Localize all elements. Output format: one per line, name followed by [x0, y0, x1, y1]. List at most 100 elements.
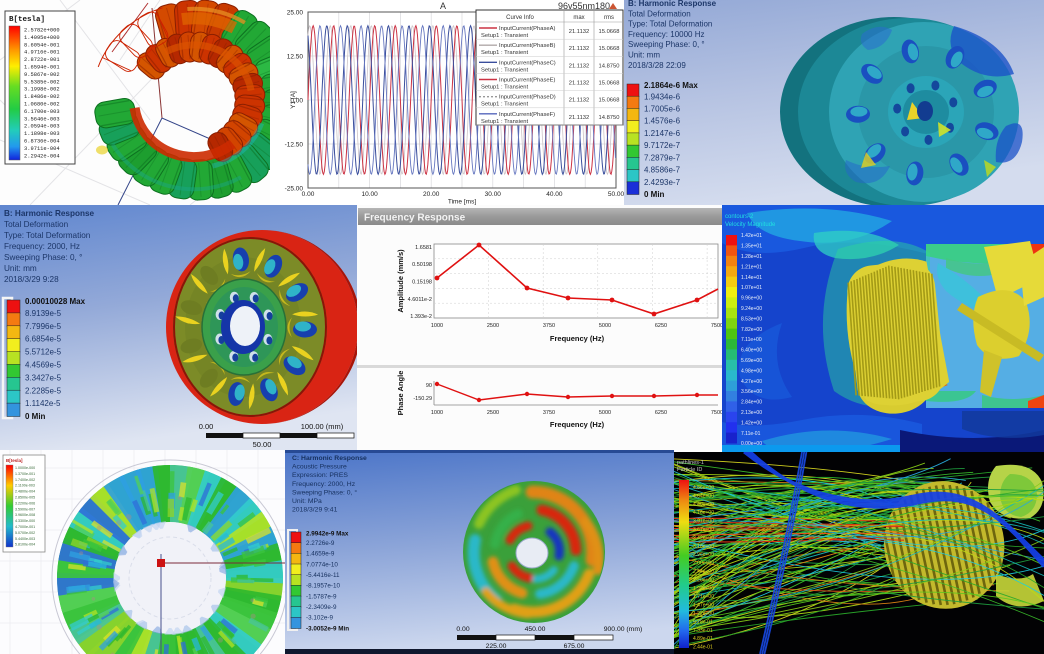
svg-text:1.1142e-5: 1.1142e-5 [25, 399, 61, 408]
svg-text:3.9711e-004: 3.9711e-004 [24, 146, 60, 152]
svg-text:7500: 7500 [711, 410, 722, 416]
svg-text:1.22e+00: 1.22e+00 [693, 611, 714, 617]
svg-text:-12.50: -12.50 [285, 142, 304, 149]
svg-text:40.00: 40.00 [546, 191, 563, 198]
svg-text:4.40e+00: 4.40e+00 [693, 502, 714, 508]
svg-text:Setup1 : Transient: Setup1 : Transient [481, 102, 528, 108]
svg-text:pathlines-1: pathlines-1 [677, 460, 704, 466]
svg-text:B[tesla]: B[tesla] [6, 458, 23, 463]
svg-text:2.96e+00: 2.96e+00 [693, 552, 714, 558]
svg-text:2.5782e+000: 2.5782e+000 [24, 28, 60, 34]
svg-text:0 Min: 0 Min [644, 190, 665, 199]
svg-text:7.0774e-10: 7.0774e-10 [306, 561, 338, 568]
svg-text:2500: 2500 [487, 323, 499, 329]
svg-text:225.00: 225.00 [486, 643, 507, 650]
svg-text:7.82e+00: 7.82e+00 [741, 327, 762, 333]
svg-text:Particle ID: Particle ID [677, 467, 702, 473]
svg-text:10.00: 10.00 [361, 191, 378, 198]
svg-text:2.1864e-6 Max: 2.1864e-6 Max [644, 81, 698, 90]
svg-text:0.00: 0.00 [456, 626, 469, 633]
svg-text:9.78e-01: 9.78e-01 [693, 619, 713, 625]
svg-text:2.44e-01: 2.44e-01 [693, 645, 713, 651]
svg-text:Type: Total Deformation: Type: Total Deformation [628, 20, 712, 29]
svg-text:5.5385e-002: 5.5385e-002 [24, 79, 60, 85]
svg-text:Total Deformation: Total Deformation [628, 9, 691, 18]
svg-text:5000: 5000 [599, 323, 611, 329]
svg-text:InputCurrent(PhaseF): InputCurrent(PhaseF) [499, 112, 555, 118]
svg-text:3750: 3750 [543, 410, 555, 416]
svg-text:21.1132: 21.1132 [569, 98, 590, 104]
svg-text:B: Harmonic Response: B: Harmonic Response [628, 0, 717, 8]
svg-text:1.96e+00: 1.96e+00 [693, 586, 714, 592]
svg-text:1.42e+00: 1.42e+00 [741, 420, 762, 426]
svg-text:7.11e-01: 7.11e-01 [741, 431, 761, 437]
svg-text:Unit: mm: Unit: mm [4, 264, 37, 273]
svg-text:Sweeping Phase: 0, °: Sweeping Phase: 0, ° [292, 488, 357, 496]
svg-text:5.69e+00: 5.69e+00 [741, 358, 762, 364]
svg-text:7.11e+00: 7.11e+00 [741, 337, 762, 343]
svg-text:rms: rms [604, 15, 614, 21]
svg-text:0.50198: 0.50198 [412, 262, 432, 268]
svg-text:8.9139e-5: 8.9139e-5 [25, 309, 62, 318]
svg-text:1.4095e+000: 1.4095e+000 [24, 35, 60, 41]
svg-text:B: Harmonic Response: B: Harmonic Response [4, 209, 95, 218]
svg-text:6250: 6250 [655, 410, 667, 416]
svg-text:-5.4416e-11: -5.4416e-11 [306, 572, 340, 579]
svg-text:1.4576e-6: 1.4576e-6 [644, 117, 681, 126]
svg-text:A: A [440, 1, 446, 11]
svg-text:-150.29: -150.29 [413, 396, 432, 402]
svg-text:675.00: 675.00 [564, 643, 585, 650]
svg-text:3.16e+00: 3.16e+00 [693, 544, 714, 550]
svg-text:7500: 7500 [711, 323, 722, 329]
svg-text:1000: 1000 [431, 323, 443, 329]
svg-text:2.8500e-005: 2.8500e-005 [15, 496, 35, 500]
svg-text:Setup1 : Transient: Setup1 : Transient [481, 67, 528, 73]
svg-text:2018/3/29 9:41: 2018/3/29 9:41 [292, 507, 338, 514]
svg-text:1.3700e-001: 1.3700e-001 [15, 472, 35, 476]
svg-text:1.35e+01: 1.35e+01 [741, 244, 762, 250]
svg-text:2.13e+00: 2.13e+00 [741, 410, 762, 416]
svg-text:7.2879e-7: 7.2879e-7 [644, 153, 681, 162]
svg-text:Frequency Response: Frequency Response [364, 213, 466, 224]
svg-text:0.00010028 Max: 0.00010028 Max [25, 297, 86, 306]
svg-text:4.7000e-001: 4.7000e-001 [15, 525, 35, 529]
svg-text:Total Deformation: Total Deformation [4, 220, 69, 229]
svg-text:1.28e+01: 1.28e+01 [741, 254, 762, 260]
svg-text:2.8722e-001: 2.8722e-001 [24, 57, 60, 63]
svg-text:25.00: 25.00 [287, 10, 304, 17]
svg-text:Phase Angle: Phase Angle [396, 371, 405, 416]
svg-text:2018/3/28 22:09: 2018/3/28 22:09 [628, 61, 686, 70]
svg-text:1.0680e-002: 1.0680e-002 [24, 102, 60, 108]
svg-text:5.8100e-004: 5.8100e-004 [15, 543, 35, 547]
svg-text:9.96e+00: 9.96e+00 [741, 296, 762, 302]
svg-text:Frequency: 2000, Hz: Frequency: 2000, Hz [292, 481, 356, 488]
svg-text:1.393e-2: 1.393e-2 [410, 314, 432, 320]
svg-text:InputCurrent(PhaseC): InputCurrent(PhaseC) [499, 60, 556, 66]
svg-text:1.2147e-6: 1.2147e-6 [644, 129, 681, 138]
svg-text:0.15198: 0.15198 [412, 280, 432, 286]
svg-text:6.6854e-5: 6.6854e-5 [25, 335, 62, 344]
svg-text:4.98e+00: 4.98e+00 [741, 368, 762, 374]
svg-text:4.89e-01: 4.89e-01 [693, 636, 713, 642]
svg-text:4.4569e-5: 4.4569e-5 [25, 361, 62, 370]
svg-text:-1.5787e-9: -1.5787e-9 [306, 593, 337, 600]
svg-text:15.0668: 15.0668 [599, 46, 620, 52]
svg-text:2.20e+00: 2.20e+00 [693, 577, 714, 583]
svg-text:8.53e+00: 8.53e+00 [741, 316, 762, 322]
svg-text:14.8750: 14.8750 [599, 63, 620, 69]
svg-text:Sweeping Phase: 0, °: Sweeping Phase: 0, ° [4, 253, 82, 262]
svg-text:3.2200e-006: 3.2200e-006 [15, 501, 35, 505]
svg-text:3.5646e-003: 3.5646e-003 [24, 116, 60, 122]
svg-text:6.40e+00: 6.40e+00 [741, 348, 762, 354]
svg-text:2.4293e-7: 2.4293e-7 [644, 178, 681, 187]
svg-text:50.00: 50.00 [253, 440, 272, 449]
svg-text:4.3300e-000: 4.3300e-000 [15, 519, 35, 523]
svg-text:Unit: MPa: Unit: MPa [292, 498, 322, 505]
svg-text:14.8750: 14.8750 [599, 115, 620, 121]
svg-text:4.8586e-7: 4.8586e-7 [644, 166, 681, 175]
svg-text:20.00: 20.00 [423, 191, 440, 198]
svg-text:2.84e+00: 2.84e+00 [741, 400, 762, 406]
svg-text:30.00: 30.00 [485, 191, 502, 198]
svg-text:1.71e+00: 1.71e+00 [693, 594, 714, 600]
svg-text:InputCurrent(PhaseD): InputCurrent(PhaseD) [499, 95, 556, 101]
